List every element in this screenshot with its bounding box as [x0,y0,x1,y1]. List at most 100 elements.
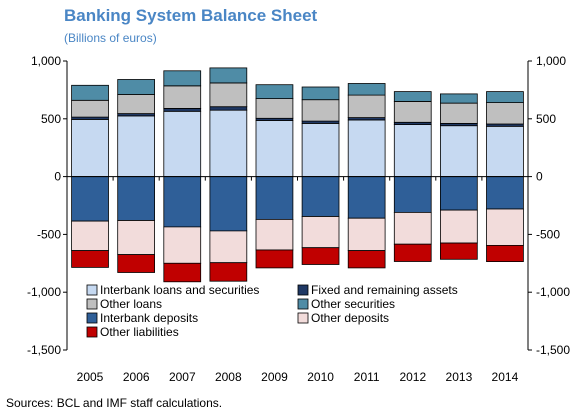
legend: Interbank loans and securities Fixed and … [86,283,458,339]
bar-segment-2007-3 [163,70,202,87]
x-tick-label: 2005 [77,370,104,384]
bar-segment-2009-3 [255,84,294,99]
y-tick-label-left: -1,500 [27,343,61,357]
bar-segment-2014-5 [486,208,524,246]
bar-segment-2012-5 [393,211,432,245]
bar-segment-2006-3 [117,79,155,95]
x-tick-label: 2013 [446,370,473,384]
chart-subtitle: (Billions of euros) [64,31,157,45]
y-tick-label-right: 1,000 [536,54,566,68]
y-tick-label-right: -500 [536,227,560,241]
bar-segment-2005-3 [71,84,109,101]
bar-segment-2006-4 [117,176,155,221]
bar-segment-2011-4 [347,176,386,219]
bars-group [71,67,524,283]
bar-segment-2012-4 [393,176,432,213]
x-tick-label: 2011 [354,370,380,384]
x-tick-label: 2007 [169,370,196,384]
bar-segment-2008-3 [209,67,248,84]
bar-segment-2014-0 [486,125,524,178]
bar-segment-2010-3 [301,86,340,101]
legend-label: Other securities [311,297,395,311]
bar-segment-2012-2 [393,101,432,123]
legend-swatch [297,284,309,296]
y-tick-label-right: 500 [536,112,556,126]
bar-segment-2011-0 [347,119,386,177]
bar-segment-2006-5 [117,220,155,255]
bar-segment-2008-5 [209,230,248,264]
bar-segment-2005-6 [71,250,109,268]
bar-segment-2008-6 [209,262,248,282]
bar-segment-2010-5 [301,216,340,249]
x-tick-label: 2014 [492,370,519,384]
bar-segment-2014-4 [486,176,524,210]
x-tick-label: 2008 [215,370,242,384]
bar-segment-2014-2 [486,102,524,125]
legend-label: Interbank deposits [100,311,198,325]
bar-segment-2010-2 [301,99,340,122]
bar-segment-2006-6 [117,254,155,273]
legend-swatch [86,298,98,310]
bar-segment-2005-2 [71,99,109,118]
bar-segment-2011-2 [347,94,386,118]
bar-segment-2005-0 [71,119,109,178]
bar-segment-2010-6 [301,247,340,265]
legend-label: Fixed and remaining assets [311,283,458,297]
bar-segment-2013-2 [439,102,478,124]
bar-segment-2005-5 [71,220,109,252]
bar-segment-2013-0 [439,125,478,177]
x-tick-label: 2010 [307,370,334,384]
legend-label: Other deposits [311,311,389,325]
y-tick-label-left: -1,000 [27,285,61,299]
bar-segment-2007-1 [163,108,202,112]
bar-segment-2011-3 [347,83,386,96]
chart-title: Banking System Balance Sheet [64,6,318,25]
bar-segment-2007-6 [163,262,202,283]
bar-segment-2005-4 [71,176,109,222]
bar-segment-2009-4 [255,176,294,220]
y-tick-label-right: 0 [536,170,543,184]
y-tick-label-left: 500 [41,112,61,126]
axes-group: 2005 2006 2007 2008 2009 2010 2011 2012 2013 2014… [27,54,570,384]
x-tick-label: 2012 [399,370,426,384]
bar-segment-2013-3 [439,93,478,104]
bar-segment-2009-0 [255,120,294,177]
legend-swatch [86,312,98,324]
bar-segment-2008-1 [209,106,248,111]
bar-segment-2006-0 [117,115,155,178]
source-note: Sources: BCL and IMF staff calculations. [6,396,223,410]
legend-swatch [297,312,309,324]
y-tick-label-left: 0 [54,170,61,184]
bar-segment-2014-6 [486,244,524,262]
bar-segment-2009-6 [255,249,294,269]
legend-label: Other liabilities [100,325,179,339]
bar-segment-2011-5 [347,217,386,251]
bar-segment-2007-4 [163,176,202,228]
bar-segment-2008-4 [209,176,248,232]
bar-segment-2010-0 [301,123,340,178]
y-tick-label-right: -1,500 [536,343,570,357]
legend-swatch [86,284,98,296]
bar-segment-2006-2 [117,94,155,115]
bar-segment-2008-2 [209,82,248,108]
bar-segment-2008-0 [209,109,248,177]
bar-segment-2012-6 [393,243,432,262]
legend-label: Other loans [100,297,162,311]
bar-segment-2012-3 [393,91,432,102]
bar-segment-2009-5 [255,218,294,251]
bar-segment-2010-4 [301,176,340,217]
bar-segment-2012-0 [393,124,432,177]
y-tick-label-right: -1,000 [536,285,570,299]
bar-segment-2013-4 [439,176,478,211]
bar-segment-2013-6 [439,242,478,260]
legend-swatch [297,298,309,310]
y-tick-label-left: -500 [37,227,61,241]
bar-segment-2014-3 [486,91,524,103]
bar-segment-2007-0 [163,110,202,178]
y-tick-label-left: 1,000 [31,54,61,68]
bar-segment-2011-6 [347,250,386,269]
legend-label: Interbank loans and securities [100,283,259,297]
bar-segment-2009-2 [255,98,294,119]
bar-segment-2013-5 [439,209,478,244]
